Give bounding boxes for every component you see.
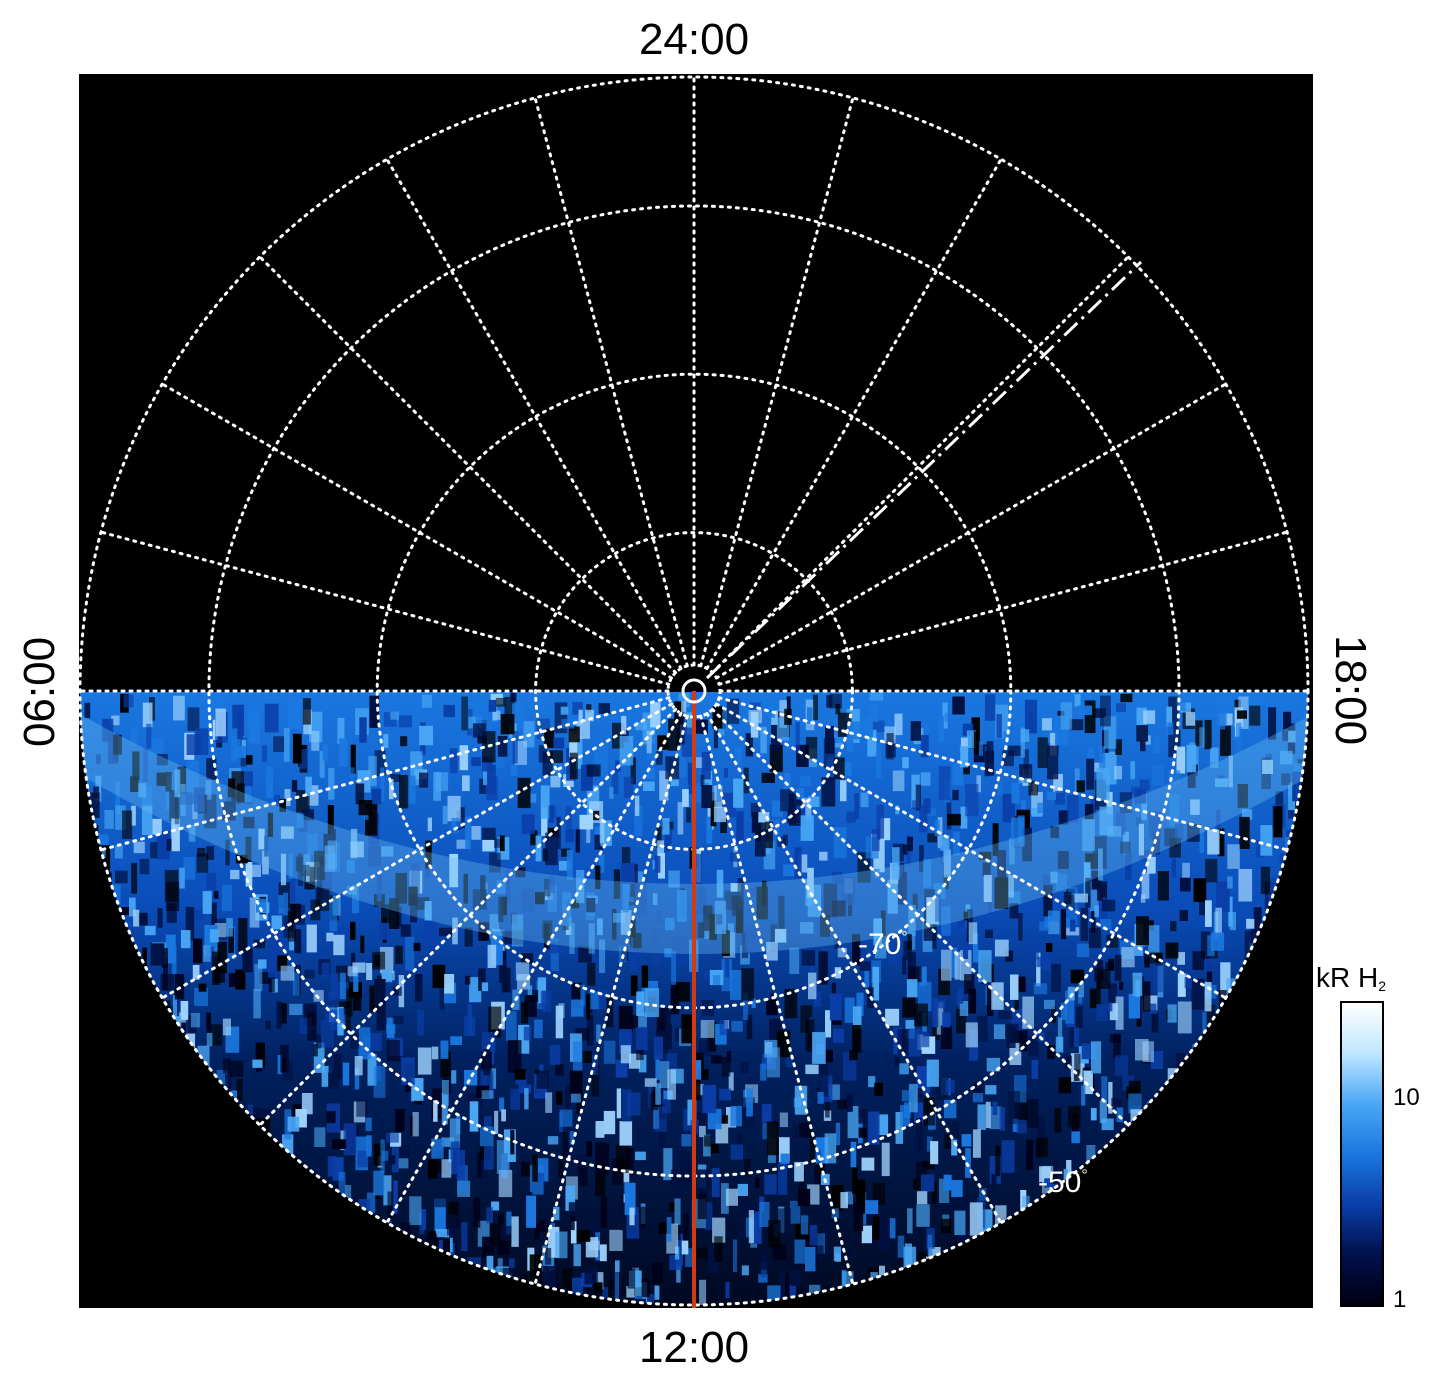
- latitude-value-inner: -70: [858, 928, 902, 961]
- polar-projection-svg: [79, 75, 1310, 1308]
- local-time-meridian: [710, 255, 1130, 675]
- local-time-meridian: [717, 530, 1289, 686]
- colorbar-title-subscript: 2: [1378, 978, 1387, 994]
- degree-symbol-inner: °: [901, 929, 908, 946]
- local-time-meridian: [160, 382, 673, 680]
- local-time-meridian: [705, 712, 1003, 1225]
- local-time-meridian: [533, 96, 689, 668]
- latitude-label-inner: -70°: [858, 930, 908, 960]
- local-time-meridian: [533, 714, 689, 1286]
- local-time-meridian: [99, 530, 671, 686]
- auroral-oval-band: [80, 714, 1308, 954]
- local-time-meridian: [717, 696, 1289, 852]
- local-time-meridian: [699, 96, 855, 668]
- colorbar-title: kR H2: [1316, 962, 1386, 994]
- colorbar: [1340, 1001, 1384, 1307]
- time-label-dawn: 06:00: [15, 636, 64, 748]
- degree-symbol-outer: °: [1081, 1167, 1088, 1184]
- time-label-noon: 12:00: [638, 1323, 750, 1372]
- latitude-circle: [79, 75, 1310, 1307]
- local-time-meridian: [385, 157, 683, 670]
- local-time-meridian: [705, 157, 1003, 670]
- local-time-meridian: [99, 696, 671, 852]
- polar-projection-panel: [79, 74, 1313, 1308]
- local-time-meridian: [715, 702, 1228, 1000]
- colorbar-tick-1: 1: [1393, 1286, 1407, 1313]
- local-time-meridian: [710, 707, 1130, 1127]
- local-time-meridian: [715, 382, 1228, 680]
- local-time-meridian: [258, 707, 678, 1127]
- colorbar-title-main: kR H: [1316, 962, 1379, 993]
- local-time-meridian: [699, 714, 855, 1286]
- colorbar-tick-10: 10: [1393, 1084, 1420, 1111]
- pole-marker: [666, 663, 722, 719]
- local-time-meridian: [385, 712, 683, 1225]
- time-label-dusk: 18:00: [1326, 634, 1375, 746]
- time-label-midnight: 24:00: [638, 15, 750, 64]
- dash-dot-direction-line: [705, 260, 1143, 680]
- latitude-value-outer: -50: [1038, 1166, 1082, 1199]
- latitude-label-outer: -50°: [1038, 1168, 1088, 1198]
- local-time-meridian: [160, 702, 673, 1000]
- local-time-meridian: [258, 255, 678, 675]
